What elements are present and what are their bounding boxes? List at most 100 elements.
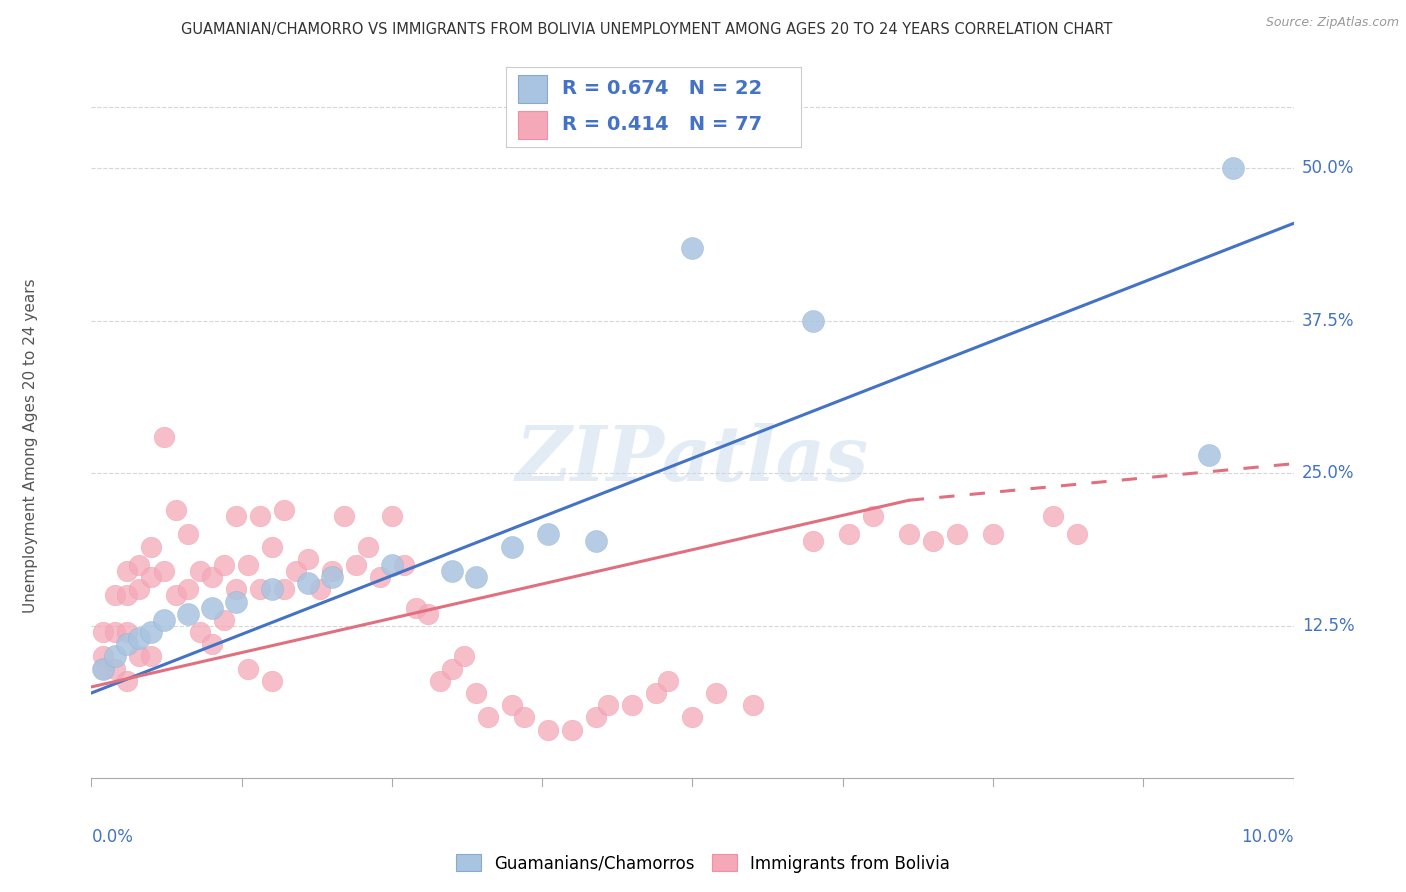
Point (297, 576, 319, 591)
Text: R = 0.674   N = 22: R = 0.674 N = 22 (562, 79, 762, 98)
Point (212, 613, 235, 627)
Point (260, 540, 283, 554)
Point (104, 649, 127, 664)
Point (236, 662, 259, 676)
Point (838, 527, 860, 541)
Point (93, 662, 115, 676)
Point (128, 649, 150, 664)
Text: Unemployment Among Ages 20 to 24 years: Unemployment Among Ages 20 to 24 years (24, 278, 38, 614)
Point (465, 686, 488, 700)
Text: ZIPatlas: ZIPatlas (516, 424, 869, 497)
Point (585, 533, 607, 548)
Point (128, 558, 150, 572)
Point (249, 509, 271, 524)
Point (392, 558, 415, 572)
Point (681, 241, 703, 255)
Point (117, 637, 139, 651)
Point (801, 533, 824, 548)
Point (236, 558, 259, 572)
Point (706, 686, 728, 700)
Text: 12.5%: 12.5% (1302, 617, 1354, 635)
Point (165, 503, 187, 517)
Point (201, 570, 224, 584)
Point (225, 594, 247, 608)
Point (1198, 448, 1220, 462)
Point (357, 540, 380, 554)
Point (513, 710, 536, 724)
Bar (517, 112, 547, 139)
Point (946, 527, 969, 541)
Point (598, 698, 620, 713)
Point (225, 582, 247, 597)
Point (308, 582, 330, 597)
Point (897, 527, 920, 541)
Point (117, 673, 139, 688)
Point (681, 710, 703, 724)
Point (117, 625, 139, 640)
Point (429, 673, 451, 688)
Point (537, 527, 560, 541)
Point (922, 533, 945, 548)
Point (93, 649, 115, 664)
Text: 25.0%: 25.0% (1302, 465, 1354, 483)
Point (128, 631, 150, 645)
Point (465, 570, 488, 584)
Point (152, 430, 174, 444)
Point (128, 582, 150, 597)
Point (381, 558, 404, 572)
Bar (517, 75, 547, 103)
Text: Source: ZipAtlas.com: Source: ZipAtlas.com (1265, 16, 1399, 29)
Point (1222, 161, 1244, 176)
Point (249, 582, 271, 597)
Point (201, 637, 224, 651)
Point (1066, 527, 1088, 541)
Point (416, 607, 439, 621)
Point (117, 564, 139, 578)
Point (477, 710, 499, 724)
Point (225, 509, 247, 524)
Point (585, 710, 607, 724)
Point (297, 551, 319, 566)
Text: GUAMANIAN/CHAMORRO VS IMMIGRANTS FROM BOLIVIA UNEMPLOYMENT AMONG AGES 20 TO 24 Y: GUAMANIAN/CHAMORRO VS IMMIGRANTS FROM BO… (181, 22, 1112, 37)
Point (405, 600, 427, 615)
Point (260, 582, 283, 597)
Point (141, 625, 163, 640)
Point (561, 723, 583, 737)
Point (501, 540, 523, 554)
Point (321, 564, 343, 578)
Point (260, 673, 283, 688)
Point (333, 509, 356, 524)
Text: 50.0%: 50.0% (1302, 160, 1354, 178)
Point (93, 662, 115, 676)
Point (621, 698, 644, 713)
Point (981, 527, 1004, 541)
Point (117, 589, 139, 603)
Point (152, 613, 174, 627)
Point (165, 589, 187, 603)
Point (273, 582, 295, 597)
Point (862, 509, 884, 524)
Point (93, 625, 115, 640)
Point (801, 314, 824, 328)
Point (104, 589, 127, 603)
Point (201, 600, 224, 615)
Point (440, 662, 463, 676)
Point (284, 564, 307, 578)
Text: 0.0%: 0.0% (91, 828, 134, 846)
Point (141, 649, 163, 664)
Text: 10.0%: 10.0% (1241, 828, 1294, 846)
Point (440, 564, 463, 578)
Point (321, 570, 343, 584)
Text: R = 0.414   N = 77: R = 0.414 N = 77 (562, 115, 762, 134)
Point (212, 558, 235, 572)
Point (501, 698, 523, 713)
Point (176, 527, 198, 541)
Legend: Guamanians/Chamorros, Immigrants from Bolivia: Guamanians/Chamorros, Immigrants from Bo… (450, 847, 956, 880)
Point (152, 564, 174, 578)
Point (104, 625, 127, 640)
Point (741, 698, 763, 713)
Point (273, 503, 295, 517)
Point (188, 625, 211, 640)
Point (344, 558, 367, 572)
Point (1042, 509, 1064, 524)
